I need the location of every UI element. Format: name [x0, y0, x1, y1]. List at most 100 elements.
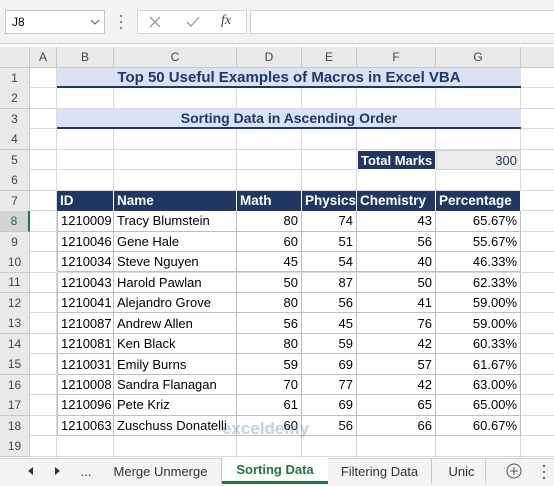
table-cell: 1210096 [57, 395, 114, 416]
table-cell: 59 [302, 333, 357, 355]
name-box[interactable]: J8 [5, 10, 105, 34]
row-header[interactable]: 9 [0, 231, 30, 253]
table-header: Chemistry [357, 190, 436, 212]
table-cell: Pete Kriz [114, 395, 237, 416]
column-header[interactable]: E [302, 47, 357, 68]
row-header[interactable]: 10 [0, 252, 30, 273]
row-header[interactable]: 18 [0, 415, 30, 437]
table-cell: 56 [302, 415, 357, 437]
table-cell: 45 [302, 313, 357, 334]
tab-scroll-left[interactable] [26, 466, 34, 476]
table-cell: 42 [357, 374, 436, 396]
row-header[interactable]: 17 [0, 395, 30, 417]
table-cell: 59.00% [436, 292, 521, 314]
table-cell: 50 [237, 272, 302, 293]
table-cell: 66 [357, 415, 436, 437]
sheet-tab[interactable]: Filtering Data [328, 458, 432, 484]
table-cell: 55.67% [436, 231, 521, 253]
table-cell: Alejandro Grove [114, 292, 237, 314]
table-cell: Andrew Allen [114, 313, 237, 334]
column-header[interactable] [521, 47, 554, 68]
table-cell: 1210008 [57, 374, 114, 396]
table-cell: 56 [302, 292, 357, 314]
formula-input[interactable] [250, 10, 554, 34]
total-marks-label: Total Marks [357, 149, 436, 171]
name-box-arrow[interactable] [90, 18, 100, 26]
row-header[interactable]: 19 [0, 436, 30, 458]
column-header[interactable]: F [357, 47, 436, 68]
table-cell: 1210063 [57, 415, 114, 437]
table-cell: 1210031 [57, 354, 114, 375]
table-cell: 76 [357, 313, 436, 334]
row-header[interactable]: 11 [0, 272, 30, 294]
grid-line [30, 148, 554, 150]
row-header[interactable]: 6 [0, 170, 30, 192]
table-cell: 69 [302, 395, 357, 416]
row-header[interactable]: 13 [0, 313, 30, 335]
table-cell: 43 [357, 211, 436, 232]
column-header[interactable]: D [237, 47, 302, 68]
grid-line [30, 189, 554, 191]
table-cell: Sandra Flanagan [114, 374, 237, 396]
table-cell: 57 [357, 354, 436, 375]
row-header[interactable]: 14 [0, 333, 30, 355]
table-header: Percentage [436, 190, 521, 212]
table-cell: Ken Black [114, 333, 237, 355]
tab-menu[interactable] [541, 463, 547, 481]
table-cell: 1210041 [57, 292, 114, 314]
row-header[interactable]: 2 [0, 88, 30, 110]
enter-icon[interactable] [186, 16, 200, 28]
table-cell: 65.00% [436, 395, 521, 416]
table-cell: 56 [357, 231, 436, 253]
row-header[interactable]: 12 [0, 292, 30, 314]
table-header: ID [57, 190, 114, 212]
table-cell: 45 [237, 252, 302, 273]
row-header[interactable]: 3 [0, 108, 30, 130]
column-header[interactable]: G [436, 47, 521, 68]
column-header[interactable]: C [114, 47, 237, 68]
table-cell: Harold Pawlan [114, 272, 237, 293]
table-cell: 41 [357, 292, 436, 314]
table-cell: 50 [357, 272, 436, 293]
subtitle: Sorting Data in Ascending Order [57, 108, 521, 130]
table-cell: 42 [357, 333, 436, 355]
row-header[interactable]: 8 [0, 211, 30, 233]
column-header[interactable]: B [57, 47, 114, 68]
table-cell: 60 [237, 231, 302, 253]
worksheet: A B C D E F G 1 2 3 4 5 6 7 8 9 10 11 12 13 14 15 16 17 18 19 Top … [0, 47, 554, 458]
add-sheet[interactable] [506, 463, 522, 479]
table-cell: 80 [237, 292, 302, 314]
tab-scroll-right[interactable] [54, 466, 62, 476]
sheet-tab[interactable]: Merge Unmerge [100, 458, 222, 484]
table-cell: 1210009 [57, 211, 114, 232]
function-button[interactable]: fx [221, 13, 232, 28]
tab-ellipsis[interactable]: ... [80, 463, 92, 479]
watermark: exceldemy [222, 418, 309, 438]
cancel-icon[interactable] [149, 16, 161, 28]
table-header: Name [114, 190, 237, 212]
table-cell: Zuschuss Donatelli [114, 415, 237, 437]
column-header[interactable]: A [30, 47, 57, 68]
table-cell: 60 [237, 415, 302, 437]
sheet-tab[interactable]: Sorting Data [222, 458, 328, 484]
row-header[interactable]: 4 [0, 129, 30, 151]
table-cell: 61.67% [436, 354, 521, 375]
row-header[interactable]: 15 [0, 354, 30, 376]
table-cell: 65.67% [436, 211, 521, 232]
row-header[interactable]: 16 [0, 374, 30, 396]
row-header[interactable]: 5 [0, 149, 30, 171]
grid-line [30, 455, 554, 457]
table-cell: 80 [237, 333, 302, 355]
table-cell: 60.33% [436, 333, 521, 355]
table-cell: 70 [237, 374, 302, 396]
row-header[interactable]: 1 [0, 68, 30, 89]
table-cell: 63.00% [436, 374, 521, 396]
table-cell: 1210034 [57, 252, 114, 273]
table-cell: 74 [302, 211, 357, 232]
table-cell: 51 [302, 231, 357, 253]
row-header[interactable]: 7 [0, 190, 30, 212]
select-all[interactable] [0, 47, 30, 68]
sheet-tab[interactable]: Unic [438, 458, 486, 484]
total-marks-value: 300 [436, 149, 521, 171]
